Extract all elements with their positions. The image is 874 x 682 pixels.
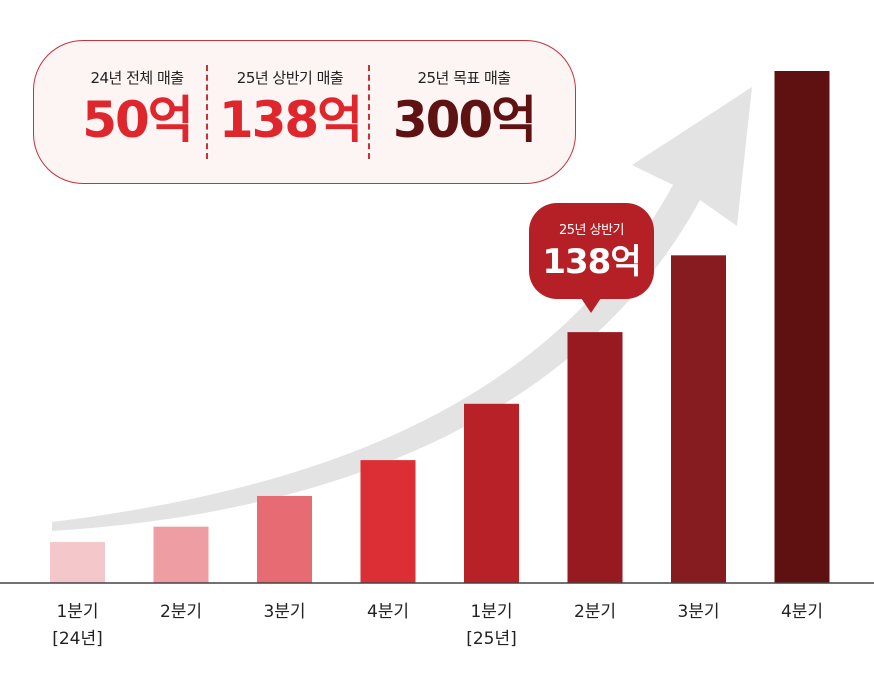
quarter-label: 4분기 bbox=[366, 602, 410, 622]
quarter-label: 2분기 bbox=[573, 602, 617, 622]
x-tick-label: 3분기 bbox=[245, 599, 325, 626]
summary-item-2025-target: 25년 목표 매출 300억 bbox=[374, 67, 554, 148]
bar-3 bbox=[257, 495, 312, 583]
summary-label: 24년 전체 매출 bbox=[90, 69, 184, 87]
summary-divider bbox=[206, 65, 208, 159]
bar-4 bbox=[360, 460, 416, 583]
summary-value: 50억 bbox=[82, 91, 194, 149]
summary-item-2025-h1: 25년 상반기 매출 138억 bbox=[212, 67, 368, 148]
x-tick-label: 1분기 [25년] bbox=[452, 599, 532, 653]
bar-2 bbox=[153, 526, 209, 583]
bar-5 bbox=[464, 403, 519, 583]
x-tick-label: 4분기 bbox=[348, 599, 428, 626]
x-tick-label: 1분기 [24년] bbox=[38, 599, 118, 653]
year-label: [25년] bbox=[466, 629, 517, 649]
year-label: [24년] bbox=[52, 629, 103, 649]
quarter-label: 4분기 bbox=[780, 602, 824, 622]
summary-label: 25년 목표 매출 bbox=[417, 69, 511, 87]
quarter-label: 1분기 bbox=[56, 602, 99, 622]
summary-label: 25년 상반기 매출 bbox=[236, 69, 344, 87]
quarter-label: 3분기 bbox=[263, 602, 306, 622]
bar-6 bbox=[567, 332, 623, 583]
bar-7 bbox=[671, 255, 726, 583]
quarter-label: 2분기 bbox=[159, 602, 203, 622]
summary-value: 138억 bbox=[218, 91, 363, 149]
bar-1 bbox=[50, 542, 105, 583]
x-tick-label: 2분기 bbox=[555, 599, 635, 626]
summary-value: 300억 bbox=[392, 91, 537, 149]
summary-item-2024-total: 24년 전체 매출 50억 bbox=[62, 67, 212, 148]
callout-value: 138억 bbox=[542, 242, 641, 282]
callout-label: 25년 상반기 bbox=[558, 223, 625, 238]
h1-2025-callout: 25년 상반기 138억 bbox=[529, 203, 654, 313]
summary-divider bbox=[368, 65, 370, 159]
x-tick-label: 3분기 bbox=[659, 599, 739, 626]
quarter-label: 1분기 bbox=[470, 602, 513, 622]
bar-8 bbox=[774, 71, 830, 583]
quarter-label: 3분기 bbox=[677, 602, 720, 622]
trend-arrow-icon bbox=[52, 87, 752, 531]
sales-summary-box: 24년 전체 매출 50억 25년 상반기 매출 138억 25년 목표 매출 … bbox=[33, 40, 576, 184]
x-tick-label: 2분기 bbox=[141, 599, 221, 626]
x-tick-label: 4분기 bbox=[762, 599, 842, 626]
